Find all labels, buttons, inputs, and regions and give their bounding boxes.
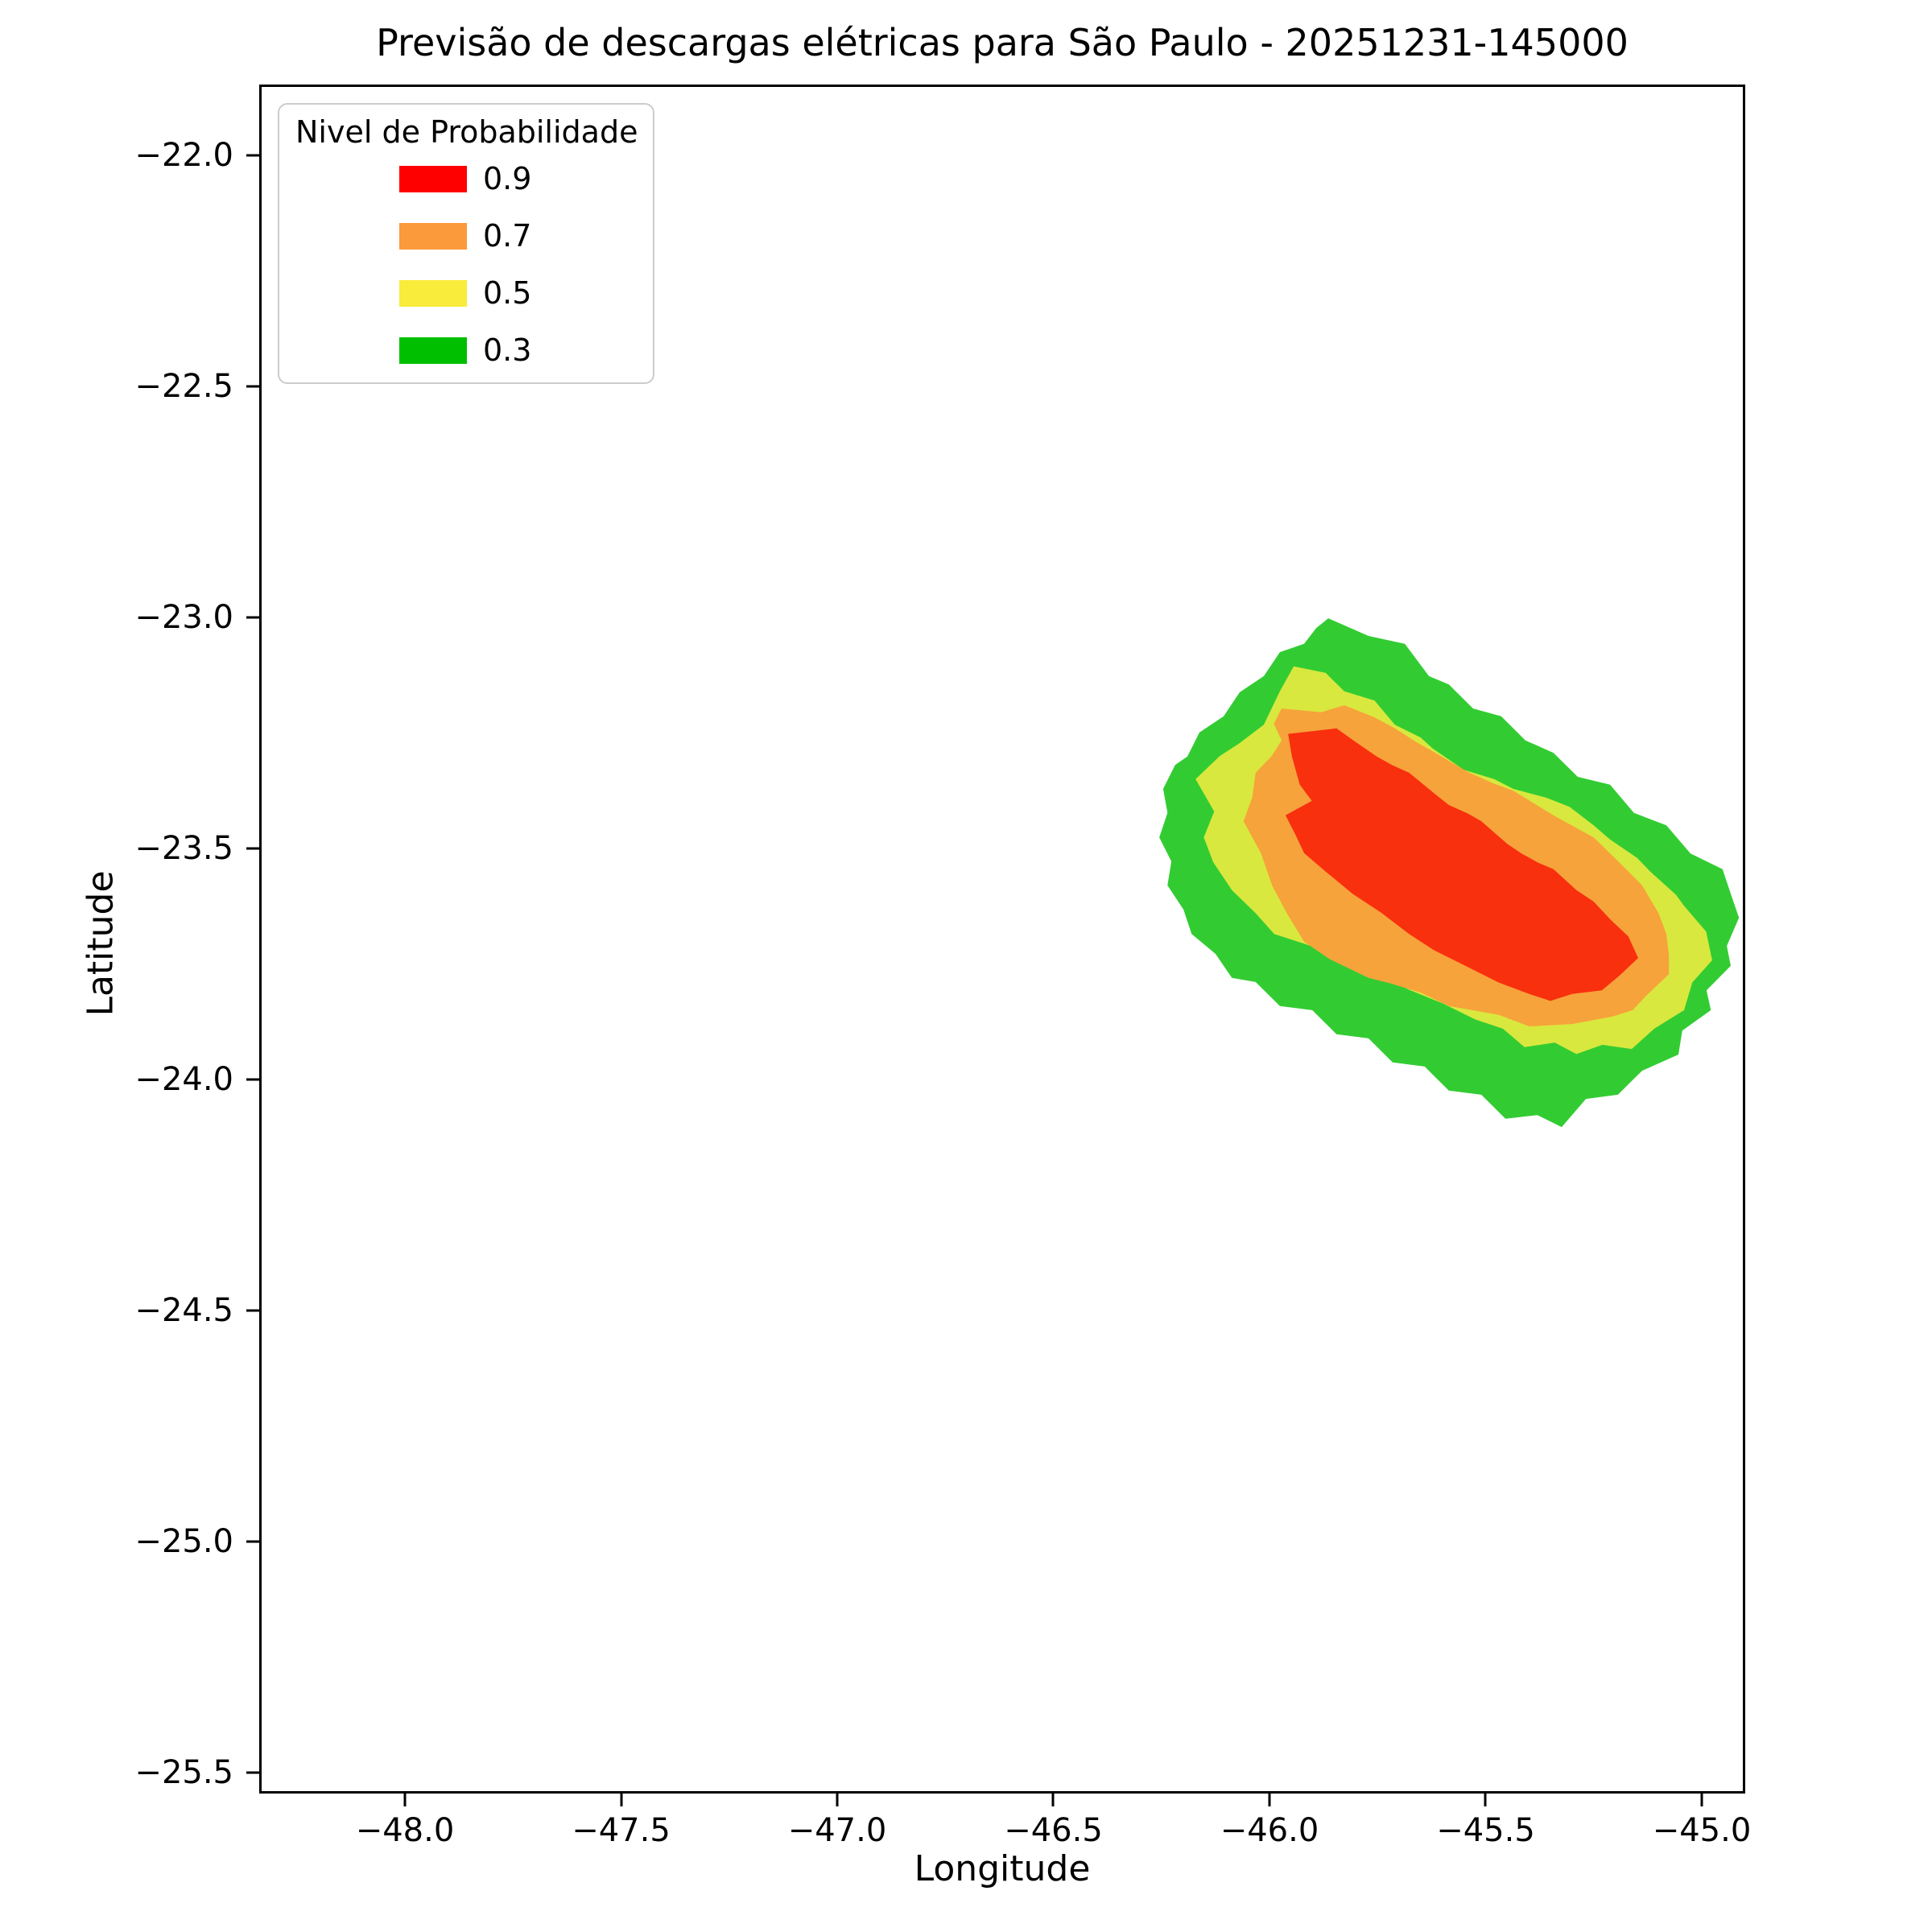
legend-swatch-0.9 <box>399 165 467 192</box>
x-tick-mark <box>1700 1794 1703 1806</box>
y-tick-label: −23.0 <box>134 599 233 636</box>
y-axis-label: Latitude <box>80 870 122 1017</box>
y-tick-label: −24.5 <box>134 1291 233 1329</box>
x-tick-mark <box>1268 1794 1271 1806</box>
x-tick-mark <box>1484 1794 1487 1806</box>
legend-entry-0.7: 0.7 <box>399 218 533 254</box>
x-tick-label: −46.5 <box>1004 1812 1103 1849</box>
x-tick-label: −47.0 <box>787 1812 887 1849</box>
y-tick-label: −22.0 <box>134 137 233 174</box>
legend-swatch-0.7 <box>399 222 467 250</box>
x-tick-mark <box>836 1794 839 1806</box>
contour-svg <box>1159 618 1740 1128</box>
legend-label-0.9: 0.9 <box>483 161 532 196</box>
x-tick-label: −45.5 <box>1436 1812 1535 1849</box>
x-axis-label: Longitude <box>914 1848 1091 1889</box>
y-tick-label: −23.5 <box>134 829 233 867</box>
y-tick-mark <box>246 1771 259 1774</box>
legend-items: 0.9 0.7 0.5 0.3 <box>295 161 637 368</box>
y-tick-label: −25.0 <box>134 1522 233 1560</box>
y-tick-mark <box>246 1078 259 1081</box>
legend-swatch-0.5 <box>399 279 467 307</box>
legend-entry-0.3: 0.3 <box>399 332 533 368</box>
y-tick-mark <box>246 847 259 850</box>
legend-label-0.7: 0.7 <box>483 218 532 254</box>
y-tick-mark <box>246 616 259 619</box>
x-tick-label: −48.0 <box>355 1812 455 1849</box>
y-tick-label: −24.0 <box>134 1060 233 1098</box>
legend-entry-0.9: 0.9 <box>399 161 533 196</box>
legend-label-0.5: 0.5 <box>483 275 532 311</box>
x-tick-label: −47.5 <box>572 1812 671 1849</box>
legend-swatch-0.3 <box>399 336 467 364</box>
chart-title: Previsão de descargas elétricas para São… <box>376 21 1629 64</box>
plot-area: Nivel de Probabilidade 0.9 0.7 0.5 0.3 −48.… <box>134 85 1751 1849</box>
y-tick-label: −22.5 <box>134 368 233 405</box>
legend-title: Nivel de Probabilidade <box>295 114 638 150</box>
y-tick-mark <box>246 1540 259 1543</box>
x-tick-mark <box>403 1794 407 1806</box>
x-tick-label: −46.0 <box>1220 1812 1319 1849</box>
y-tick-label: −25.5 <box>134 1753 233 1791</box>
y-tick-mark <box>246 1309 259 1312</box>
legend-entry-0.5: 0.5 <box>399 275 533 311</box>
y-tick-mark <box>246 154 259 157</box>
y-tick-mark <box>246 385 259 388</box>
x-tick-label: −45.0 <box>1652 1812 1752 1849</box>
legend: Nivel de Probabilidade 0.9 0.7 0.5 0.3 <box>278 103 654 384</box>
x-tick-mark <box>1051 1794 1055 1806</box>
x-tick-mark <box>620 1794 622 1806</box>
legend-label-0.3: 0.3 <box>483 332 532 368</box>
contour-band-0.9 <box>1285 728 1638 1001</box>
